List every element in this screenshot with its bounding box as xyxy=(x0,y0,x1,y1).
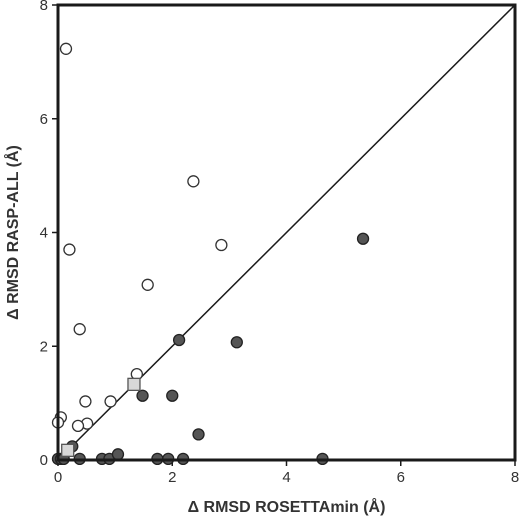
x-tick-label: 4 xyxy=(282,469,290,486)
data-point-open xyxy=(215,238,228,252)
y-tick-label: 6 xyxy=(40,111,48,128)
y-axis-title: Δ RMSD RASP-ALL (Å) xyxy=(3,145,22,320)
x-tick-label: 6 xyxy=(397,469,405,486)
y-tick-label: 0 xyxy=(40,452,48,469)
data-point-open xyxy=(59,42,73,55)
x-tick-label: 0 xyxy=(54,469,62,486)
data-layer xyxy=(51,4,516,466)
y-tick-label: 8 xyxy=(40,0,48,14)
data-point-open xyxy=(79,395,92,408)
x-axis-title: Δ RMSD ROSETTAmin (Å) xyxy=(188,497,386,516)
data-point-filled xyxy=(356,232,370,245)
data-point-open xyxy=(73,323,86,336)
data-point-open xyxy=(71,419,85,433)
data-point-filled xyxy=(166,389,179,402)
data-point-square xyxy=(127,377,141,392)
x-tick-label: 8 xyxy=(511,469,519,486)
data-point-filled xyxy=(111,448,125,461)
x-tick-label: 2 xyxy=(168,469,176,486)
data-point-open xyxy=(187,175,200,188)
diagonal-reference-line xyxy=(57,4,516,461)
data-point-square xyxy=(61,443,75,457)
data-point-open xyxy=(63,243,76,256)
y-tick-label: 4 xyxy=(40,225,48,242)
data-point-open xyxy=(141,278,154,291)
data-point-filled xyxy=(192,428,205,441)
y-tick-label: 2 xyxy=(40,338,48,355)
data-point-open xyxy=(104,395,117,408)
data-point-filled xyxy=(136,389,149,402)
data-point-filled xyxy=(230,336,243,349)
plot-frame xyxy=(56,3,517,462)
data-point-filled xyxy=(172,333,186,347)
tick-layer: 0 2 4 6 8 0 2 4 6 8 xyxy=(40,0,520,486)
